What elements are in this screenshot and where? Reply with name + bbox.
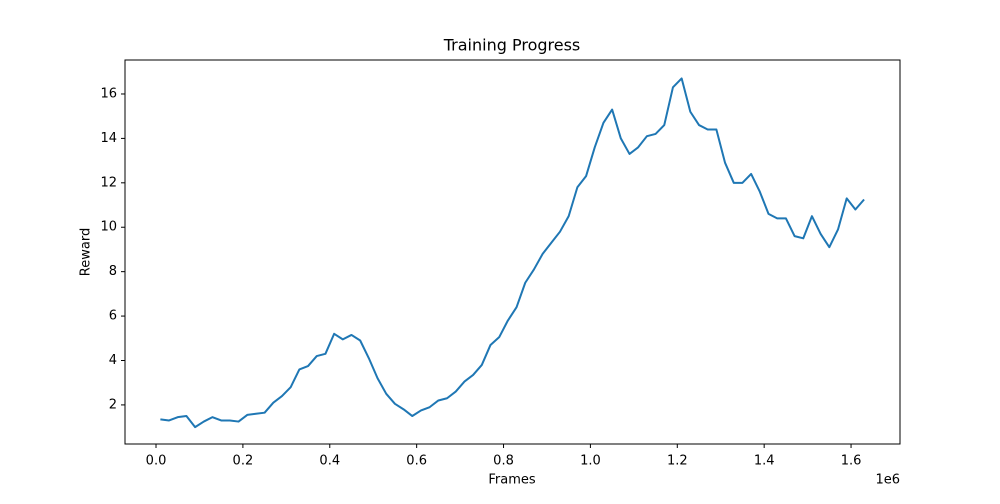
y-tick-label: 4 [109,353,117,368]
x-tick-label: 0.8 [493,454,514,469]
y-tick-label: 12 [100,175,117,190]
x-tick-label: 1.4 [754,454,775,469]
x-offset-label: 1e6 [875,473,900,488]
x-tick-label: 1.0 [580,454,601,469]
x-tick-label: 0.4 [319,454,340,469]
x-tick-label: 0.6 [406,454,427,469]
y-tick-label: 16 [100,86,117,101]
y-tick-label: 8 [109,264,117,279]
plot-frame [124,59,901,445]
x-tick-label: 0.2 [233,454,254,469]
x-axis-label: Frames [488,473,536,488]
chart-title: Training Progress [443,36,581,55]
y-tick-label: 6 [109,309,117,324]
y-tick-label: 2 [109,397,117,412]
data-line [160,77,865,429]
y-tick-label: 10 [100,220,117,235]
y-tick-label: 14 [100,131,117,146]
x-tick-label: 0.0 [146,454,167,469]
x-tick-label: 1.6 [841,454,862,469]
x-tick-label: 1.2 [667,454,688,469]
y-axis-label: Reward [79,228,94,276]
